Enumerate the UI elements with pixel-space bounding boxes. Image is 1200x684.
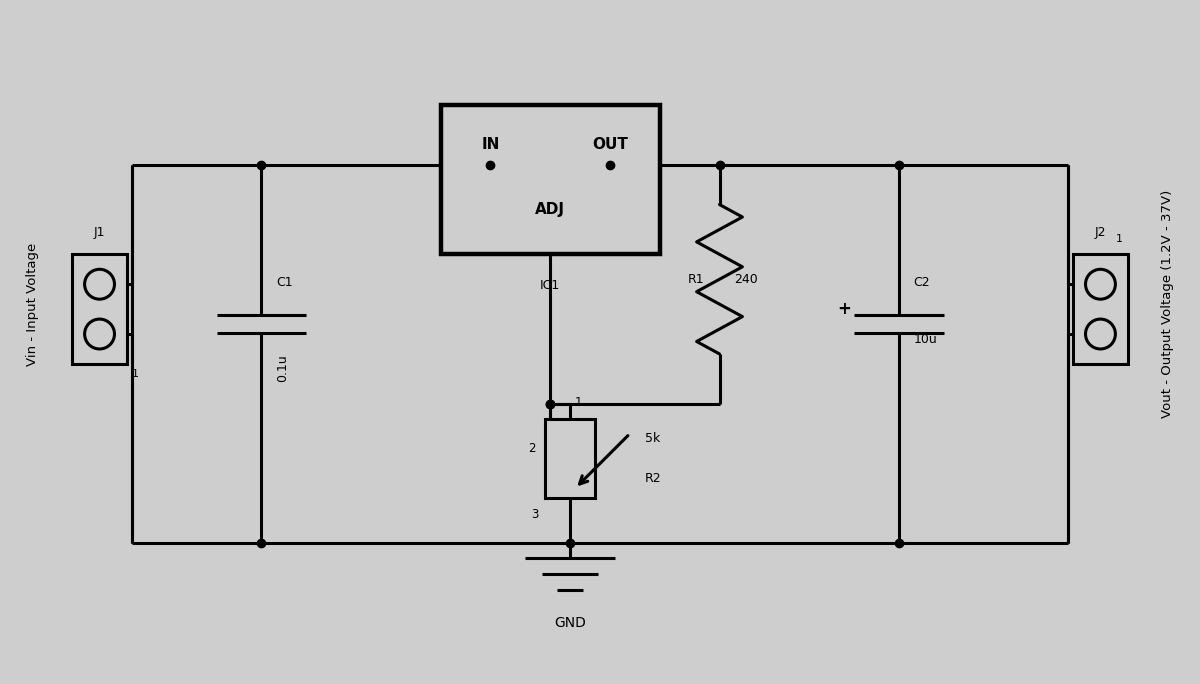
Text: R1: R1 (688, 273, 704, 286)
Text: GND: GND (554, 616, 586, 630)
Text: C1: C1 (276, 276, 293, 289)
Bar (545, 419, 595, 499)
Bar (72, 254, 127, 364)
Text: IN: IN (481, 137, 499, 153)
Text: 0.1u: 0.1u (276, 354, 289, 382)
Text: J2: J2 (1094, 226, 1106, 239)
Text: 5k: 5k (644, 432, 660, 445)
Text: ADJ: ADJ (535, 202, 565, 217)
Text: Vin - Input Voltage: Vin - Input Voltage (26, 243, 38, 366)
Bar (440, 105, 660, 254)
Text: R2: R2 (644, 472, 661, 485)
Text: J1: J1 (94, 226, 106, 239)
Text: Vout - Output Voltage (1.2V - 37V): Vout - Output Voltage (1.2V - 37V) (1162, 190, 1174, 419)
Text: 3: 3 (532, 508, 539, 521)
Text: 240: 240 (734, 273, 758, 286)
Text: 1: 1 (1116, 235, 1123, 244)
Text: +: + (838, 300, 851, 318)
Text: 1: 1 (575, 396, 583, 409)
Text: C2: C2 (913, 276, 930, 289)
Bar (1073, 254, 1128, 364)
Text: 1: 1 (132, 369, 139, 379)
Text: OUT: OUT (592, 137, 628, 153)
Text: IC1: IC1 (540, 279, 560, 292)
Text: 10u: 10u (913, 332, 937, 345)
Text: 2: 2 (528, 442, 535, 455)
